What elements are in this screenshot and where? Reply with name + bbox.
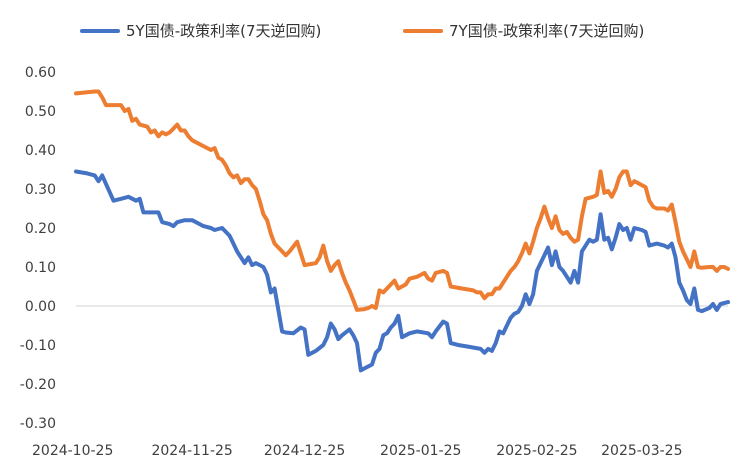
legend-label-7y: 7Y国债-政策利率(7天逆回购) bbox=[449, 22, 645, 40]
y-tick-label: 0.20 bbox=[25, 221, 56, 237]
y-tick-label: 0.60 bbox=[25, 65, 56, 81]
y-tick-label: 0.10 bbox=[25, 260, 56, 276]
x-tick-label: 2024-12-25 bbox=[264, 443, 345, 459]
legend-item-7y: 7Y国债-政策利率(7天逆回购) bbox=[403, 20, 644, 41]
series-line-7y bbox=[74, 89, 730, 312]
y-tick-label: 0.50 bbox=[25, 104, 56, 120]
y-tick-label: -0.30 bbox=[20, 416, 56, 432]
y-tick-label: -0.10 bbox=[20, 338, 56, 354]
series-layer bbox=[74, 89, 730, 373]
y-tick-label: 0.00 bbox=[25, 299, 56, 315]
x-tick-label: 2025-02-25 bbox=[496, 443, 577, 459]
legend-label-5y: 5Y国债-政策利率(7天逆回购) bbox=[126, 22, 322, 40]
legend-swatch-5y bbox=[80, 28, 120, 33]
x-tick-label: 2024-11-25 bbox=[151, 443, 232, 459]
legend: 5Y国债-政策利率(7天逆回购) 7Y国债-政策利率(7天逆回购) bbox=[0, 20, 752, 44]
x-tick-label: 2025-03-25 bbox=[601, 443, 682, 459]
y-tick-label: -0.20 bbox=[20, 377, 56, 393]
x-axis: 2024-10-25 2024-11-25 2024-12-25 2025-01-25… bbox=[32, 443, 683, 459]
y-axis: 0.60 0.50 0.40 0.30 0.20 0.10 0.00 -0.10 -0.20 -0… bbox=[20, 65, 56, 432]
legend-swatch-7y bbox=[403, 28, 443, 33]
y-tick-label: 0.40 bbox=[25, 143, 56, 159]
x-tick-label: 2024-10-25 bbox=[32, 443, 113, 459]
x-tick-label: 2025-01-25 bbox=[380, 443, 461, 459]
series-line-5y bbox=[74, 169, 730, 373]
y-tick-label: 0.30 bbox=[25, 182, 56, 198]
legend-item-5y: 5Y国债-政策利率(7天逆回购) bbox=[80, 20, 321, 41]
